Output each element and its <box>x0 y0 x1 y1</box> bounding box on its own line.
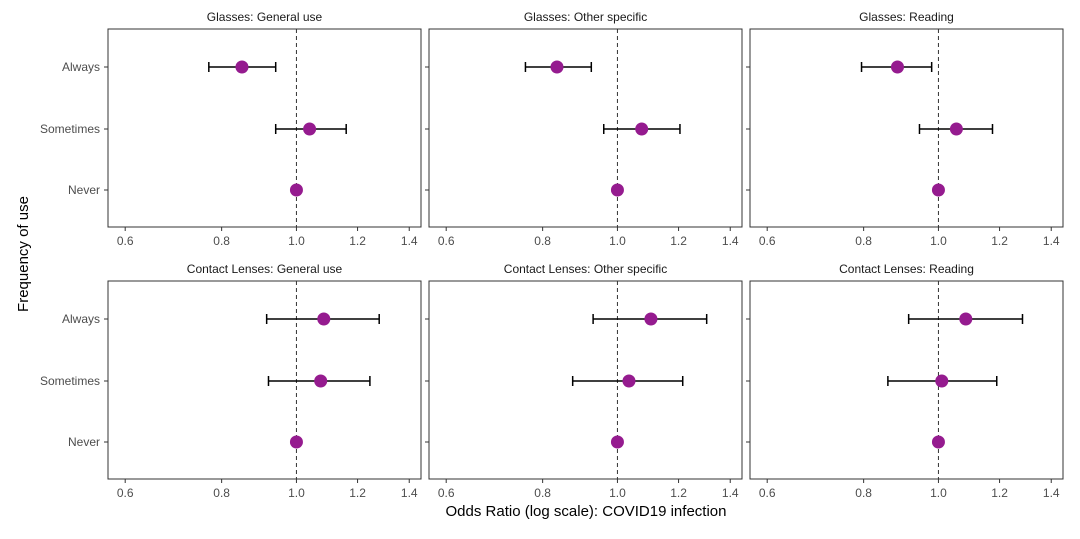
y-tick-label: Always <box>62 312 100 326</box>
x-tick-label: 0.6 <box>117 486 134 500</box>
odds-ratio-point <box>303 122 317 136</box>
odds-ratio-point <box>289 183 303 197</box>
x-tick-label: 0.6 <box>759 234 776 248</box>
x-tick-label: 1.0 <box>609 234 626 248</box>
y-tick-label: Always <box>62 60 100 74</box>
odds-ratio-point <box>644 312 658 326</box>
odds-ratio-point <box>235 60 249 74</box>
x-tick-label: 0.6 <box>117 234 134 248</box>
y-tick-label: Sometimes <box>40 374 100 388</box>
x-tick-label: 1.0 <box>609 486 626 500</box>
y-tick-label: Sometimes <box>40 122 100 136</box>
x-tick-label: 1.0 <box>930 234 947 248</box>
panel: Contact Lenses: Other specific 0.6 0.8 1.0 1… <box>425 262 743 500</box>
panel-frame <box>428 28 743 228</box>
x-tick-label: 1.2 <box>670 486 687 500</box>
panel-grid: Glasses: General use 0.6 0.8 1.0 1.2 1.4 Alway… <box>40 10 1064 500</box>
panel: Contact Lenses: Reading 0.6 0.8 1.0 1.2 1.4 <box>746 262 1064 500</box>
odds-ratio-point <box>949 122 963 136</box>
panel-frame <box>749 28 1064 228</box>
x-tick-label: 0.8 <box>534 486 551 500</box>
x-tick-label: 0.6 <box>759 486 776 500</box>
panel-title: Glasses: Reading <box>859 10 954 24</box>
x-tick-label: 1.4 <box>722 234 739 248</box>
x-tick-label: 0.6 <box>438 234 455 248</box>
panel-frame <box>107 28 422 228</box>
panel-title: Contact Lenses: General use <box>187 262 343 276</box>
odds-ratio-point <box>550 60 564 74</box>
panel-title: Contact Lenses: Other specific <box>504 262 667 276</box>
x-tick-label: 1.4 <box>1043 486 1060 500</box>
x-tick-label: 1.2 <box>670 234 687 248</box>
x-tick-label: 0.8 <box>213 486 230 500</box>
x-tick-label: 1.4 <box>401 234 418 248</box>
x-tick-label: 1.2 <box>349 486 366 500</box>
x-tick-label: 1.2 <box>349 234 366 248</box>
x-tick-label: 0.8 <box>213 234 230 248</box>
odds-ratio-point <box>959 312 973 326</box>
panel-frame <box>749 280 1064 480</box>
odds-ratio-point <box>289 435 303 449</box>
odds-ratio-point <box>610 435 624 449</box>
panel-title: Glasses: General use <box>207 10 323 24</box>
odds-ratio-point <box>622 374 636 388</box>
x-tick-label: 0.6 <box>438 486 455 500</box>
x-tick-label: 1.0 <box>288 234 305 248</box>
odds-ratio-point <box>610 183 624 197</box>
x-tick-label: 0.8 <box>534 234 551 248</box>
odds-ratio-point <box>931 183 945 197</box>
y-axis-title: Frequency of use <box>15 196 32 312</box>
x-tick-label: 1.2 <box>991 486 1008 500</box>
panel-title: Glasses: Other specific <box>524 10 647 24</box>
odds-ratio-point <box>635 122 649 136</box>
panel: Contact Lenses: General use 0.6 0.8 1.0 1.2 1… <box>40 262 422 500</box>
odds-ratio-point <box>935 374 949 388</box>
x-tick-label: 1.0 <box>288 486 305 500</box>
x-tick-label: 1.4 <box>722 486 739 500</box>
y-tick-label: Never <box>68 435 100 449</box>
odds-ratio-point <box>890 60 904 74</box>
x-tick-label: 1.4 <box>401 486 418 500</box>
panel: Glasses: Other specific 0.6 0.8 1.0 1.2 1.4 <box>425 10 743 248</box>
panel: Glasses: Reading 0.6 0.8 1.0 1.2 1.4 <box>746 10 1064 248</box>
x-tick-label: 0.8 <box>855 234 872 248</box>
x-tick-label: 1.2 <box>991 234 1008 248</box>
panel-frame <box>107 280 422 480</box>
panel-frame <box>428 280 743 480</box>
x-tick-label: 1.0 <box>930 486 947 500</box>
panel-title: Contact Lenses: Reading <box>839 262 974 276</box>
x-axis-title: Odds Ratio (log scale): COVID19 infectio… <box>446 503 727 520</box>
odds-ratio-point <box>931 435 945 449</box>
odds-ratio-point <box>317 312 331 326</box>
y-tick-label: Never <box>68 183 100 197</box>
panel: Glasses: General use 0.6 0.8 1.0 1.2 1.4 Alway… <box>40 10 422 248</box>
x-tick-label: 1.4 <box>1043 234 1060 248</box>
odds-ratio-point <box>314 374 328 388</box>
x-tick-label: 0.8 <box>855 486 872 500</box>
